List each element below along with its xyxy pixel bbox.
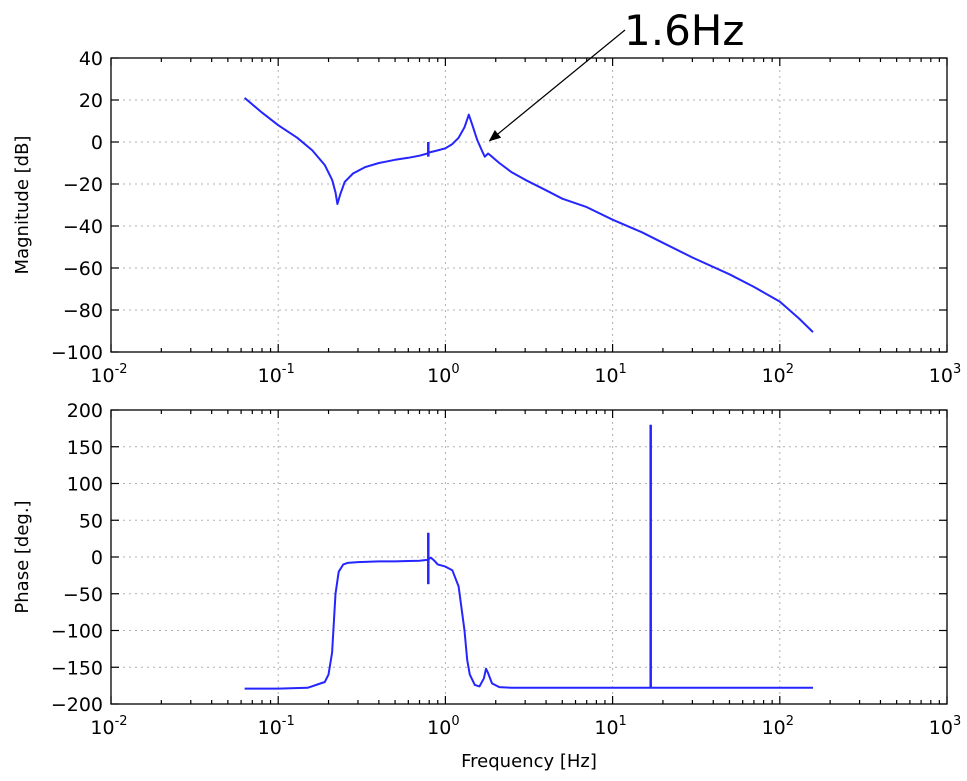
series-line [243, 97, 814, 333]
annotation-label: 1.6Hz [624, 6, 744, 55]
x-axis-label: Frequency [Hz] [461, 751, 597, 772]
y-tick-label: −40 [63, 216, 103, 238]
y-tick-label: −20 [63, 174, 103, 196]
y-tick-label: 200 [67, 400, 103, 422]
y-tick-label: −200 [51, 694, 103, 716]
magnitude-panel: 10-2 10-1 100 101 102 10340200−20−40−60−80−10… [12, 48, 961, 387]
x-tick-label: 101 [594, 362, 626, 387]
x-tick-label: 103 [929, 714, 961, 739]
x-tick-base: 10 [762, 717, 786, 739]
x-tick-label: 103 [929, 362, 961, 387]
x-tick-label: 100 [427, 362, 459, 387]
x-tick-base: 10 [594, 717, 618, 739]
x-tick-exponent: -2 [115, 362, 128, 377]
x-tick-exponent: -1 [282, 362, 295, 377]
x-tick-label: 101 [594, 714, 626, 739]
annotation-layer: 1.6Hz [488, 6, 744, 142]
x-tick-base: 10 [929, 717, 953, 739]
y-tick-label: 20 [79, 90, 103, 112]
annotation-arrow [488, 29, 626, 142]
y-tick-label: 100 [67, 474, 103, 496]
x-tick-label: 10-1 [258, 362, 295, 387]
y-tick-label: 40 [79, 48, 103, 70]
y-tick-label: −50 [63, 584, 103, 606]
y-tick-label: 0 [91, 132, 103, 154]
x-tick-label: 102 [762, 362, 794, 387]
x-tick-label: 10-1 [258, 714, 295, 739]
y-tick-label: 50 [79, 510, 103, 532]
x-tick-exponent: -2 [115, 714, 128, 729]
x-tick-base: 10 [90, 717, 114, 739]
series-line [244, 556, 813, 690]
y-axis-label: Phase [deg.] [12, 500, 33, 613]
x-tick-base: 10 [427, 365, 451, 387]
y-tick-label: −150 [51, 657, 103, 679]
x-tick-exponent: 1 [619, 714, 627, 729]
phase-panel: 10-2 10-1 100 101 102 103200150100500−50−100−… [12, 400, 961, 772]
x-tick-base: 10 [762, 365, 786, 387]
y-tick-label: −60 [63, 258, 103, 280]
x-tick-base: 10 [258, 365, 282, 387]
x-tick-label: 102 [762, 714, 794, 739]
x-tick-exponent: 3 [953, 714, 961, 729]
x-tick-exponent: 0 [451, 714, 459, 729]
axes-frame [110, 57, 948, 353]
x-tick-label: 10-2 [90, 362, 127, 387]
x-tick-base: 10 [427, 717, 451, 739]
x-tick-exponent: 3 [953, 362, 961, 377]
x-tick-exponent: 2 [786, 714, 794, 729]
y-tick-label: 150 [67, 437, 103, 459]
x-tick-label: 10-2 [90, 714, 127, 739]
x-tick-exponent: 2 [786, 362, 794, 377]
x-tick-base: 10 [90, 365, 114, 387]
x-tick-exponent: -1 [282, 714, 295, 729]
x-tick-exponent: 1 [619, 362, 627, 377]
y-tick-label: −80 [63, 300, 103, 322]
y-tick-label: −100 [51, 342, 103, 364]
y-tick-label: 0 [91, 547, 103, 569]
axes-frame [110, 409, 948, 705]
x-tick-exponent: 0 [451, 362, 459, 377]
x-tick-base: 10 [929, 365, 953, 387]
x-tick-label: 100 [427, 714, 459, 739]
y-axis-label: Magnitude [dB] [12, 136, 33, 275]
y-tick-label: −100 [51, 621, 103, 643]
x-tick-base: 10 [258, 717, 282, 739]
x-tick-base: 10 [594, 365, 618, 387]
